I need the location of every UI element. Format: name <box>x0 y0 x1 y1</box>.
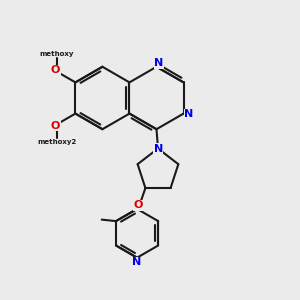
Text: O: O <box>51 65 60 75</box>
Text: methoxy2: methoxy2 <box>37 139 76 145</box>
Text: N: N <box>133 257 142 267</box>
Text: N: N <box>154 58 164 68</box>
Text: O: O <box>134 200 143 210</box>
Text: N: N <box>184 110 194 119</box>
Text: N: N <box>154 143 163 154</box>
Text: methoxy: methoxy <box>40 51 74 57</box>
Text: O: O <box>51 121 60 131</box>
